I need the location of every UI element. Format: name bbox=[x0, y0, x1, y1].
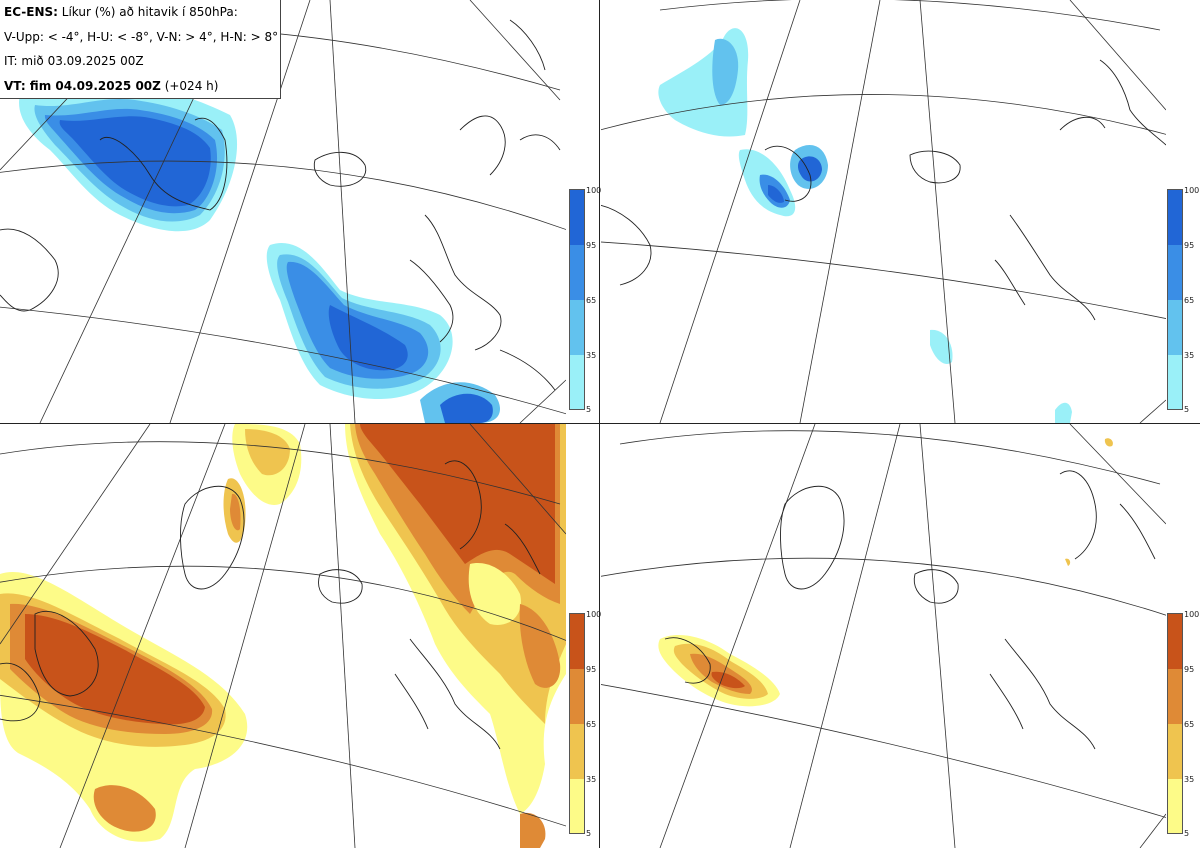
header-line-2: V-Upp: < -4°, H-U: < -8°, V-N: > 4°, H-N… bbox=[4, 29, 279, 44]
colorbar-blue-top-left: 100 95 65 35 5 bbox=[569, 187, 601, 414]
coastlines bbox=[600, 59, 1166, 321]
colorbar-tick: 65 bbox=[586, 296, 597, 305]
map-panel-cold-4 bbox=[0, 0, 566, 423]
map-canvas bbox=[0, 424, 566, 848]
map-panel-cold-8 bbox=[600, 0, 1166, 423]
colorbar-tick: 65 bbox=[1184, 720, 1195, 729]
colorbar-blue-top-right: 100 95 65 35 5 bbox=[1167, 187, 1199, 414]
colorbar-tick: 100 bbox=[586, 186, 602, 195]
colorbar-tick: 35 bbox=[586, 775, 597, 784]
colorbar-orange-bottom-right: 100 95 65 35 5 bbox=[1167, 611, 1199, 838]
map-canvas bbox=[600, 0, 1166, 423]
probability-field bbox=[658, 438, 1113, 707]
map-canvas bbox=[600, 424, 1166, 848]
graticule bbox=[0, 424, 566, 848]
colorbar-tick: 35 bbox=[1184, 775, 1195, 784]
coastlines bbox=[664, 470, 1156, 750]
panel-divider-horizontal bbox=[0, 423, 1200, 424]
colorbar-tick: 5 bbox=[586, 829, 592, 838]
colorbar-tick: 100 bbox=[1184, 186, 1200, 195]
map-canvas bbox=[0, 0, 566, 423]
header-line-1: EC-ENS: Líkur (%) að hitavik í 850hPa: bbox=[4, 5, 238, 19]
panel-divider-vertical bbox=[599, 0, 600, 848]
colorbar-tick: 65 bbox=[1184, 296, 1195, 305]
header-line-3: IT: mið 03.09.2025 00Z bbox=[4, 54, 144, 68]
colorbar-tick: 95 bbox=[586, 665, 597, 674]
colorbar-tick: 95 bbox=[586, 241, 597, 250]
header-line-4: VT: fim 04.09.2025 00Z (+024 h) bbox=[4, 78, 219, 93]
colorbar-tick: 100 bbox=[1184, 610, 1200, 619]
graticule bbox=[0, 0, 566, 423]
colorbar-tick: 35 bbox=[586, 351, 597, 360]
graticule bbox=[600, 424, 1166, 848]
probability-field bbox=[658, 28, 1072, 423]
colorbar-tick: 35 bbox=[1184, 351, 1195, 360]
map-legend-header: EC-ENS: Líkur (%) að hitavik í 850hPa: V… bbox=[0, 0, 281, 99]
colorbar-tick: 5 bbox=[586, 405, 592, 414]
colorbar-tick: 95 bbox=[1184, 241, 1195, 250]
colorbar-tick: 5 bbox=[1184, 405, 1190, 414]
graticule bbox=[600, 0, 1166, 423]
map-panel-warm-4 bbox=[0, 424, 566, 848]
colorbar-tick: 5 bbox=[1184, 829, 1190, 838]
coastlines bbox=[0, 460, 541, 750]
colorbar-tick: 95 bbox=[1184, 665, 1195, 674]
probability-field bbox=[19, 84, 500, 423]
colorbar-tick: 65 bbox=[586, 720, 597, 729]
colorbar-orange-bottom-left: 100 95 65 35 5 bbox=[569, 611, 601, 838]
panel-separator bbox=[599, 0, 601, 848]
map-panel-warm-8 bbox=[600, 424, 1166, 848]
probability-field bbox=[0, 424, 566, 848]
coastlines bbox=[0, 19, 561, 391]
colorbar-tick: 100 bbox=[586, 610, 602, 619]
